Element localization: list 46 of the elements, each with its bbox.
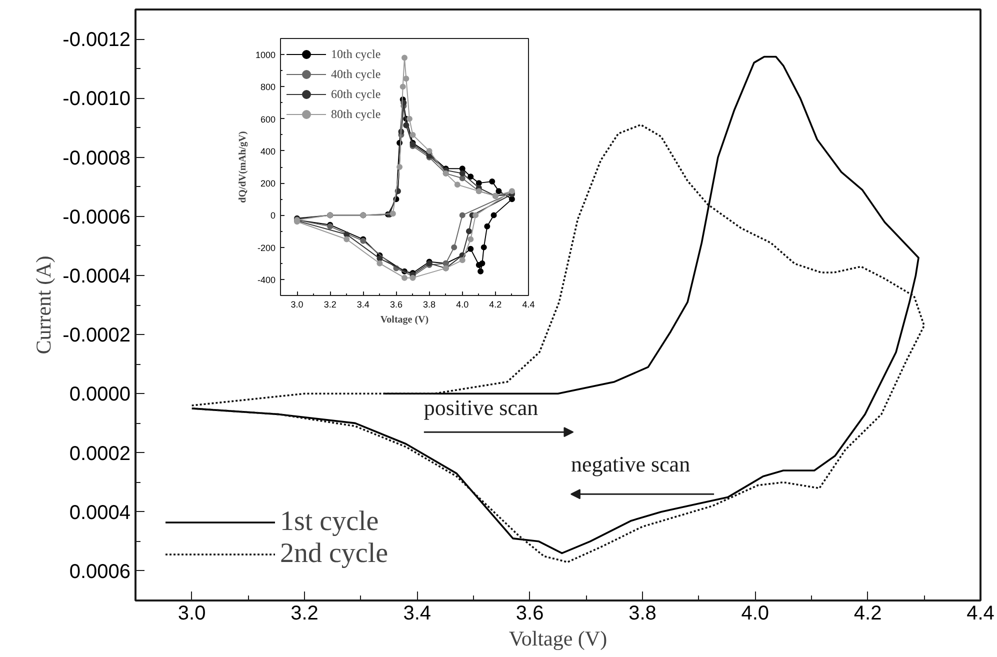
y-axis-title: Current (A) [32,256,56,354]
legend-label: 1st cycle [280,506,379,538]
y-tick-label: 1000 [255,50,276,60]
x-tick-label: 4.2 [489,300,502,310]
y-tick-label: -0.0012 [62,29,131,52]
x-tick-label: 3.2 [290,602,318,624]
x-tick-label: 3.8 [423,300,436,310]
x-tick-label: 3.4 [356,300,370,310]
y-tick-label: -0.0004 [62,265,131,288]
legend-label: 2nd cycle [280,538,388,570]
y-tick-label: 400 [260,146,276,156]
x-tick-label: 3.6 [516,602,544,624]
x-axis-title: Voltage (V) [380,314,429,326]
x-tick-label: 3.8 [628,602,656,624]
legend-label: 80th cycle [331,106,381,122]
legend-label: 60th cycle [331,86,381,102]
y-tick-label: 0.0002 [69,442,130,465]
x-tick-label: 4.0 [741,602,770,624]
x-tick-label: 3.6 [390,300,402,310]
y-tick-label: -400 [257,274,276,285]
y-tick-label: -0.0002 [62,324,131,347]
x-tick-label: 3.2 [324,300,336,310]
x-tick-label: 4.4 [966,602,994,624]
y-axis-title: dQ/dV(mAh/gV) [237,131,248,203]
y-tick-label: 600 [260,114,276,124]
annotation: positive scan [424,395,538,420]
x-tick-label: 3.4 [403,602,432,624]
y-tick-label: -0.0008 [62,147,131,170]
x-tick-label: 3.0 [290,300,304,310]
y-tick-label: 0.0004 [69,502,130,524]
y-tick-label: -0.0006 [62,206,131,228]
legend-label: 40th cycle [331,66,381,82]
x-tick-label: 4.4 [522,300,535,310]
y-tick-label: -0.0010 [62,88,131,110]
y-tick-label: 200 [260,178,276,189]
x-tick-label: 4.2 [854,602,882,624]
y-tick-label: 0.0006 [69,560,130,583]
y-tick-label: -200 [257,242,276,253]
x-axis-title: Voltage (V) [508,626,608,650]
x-tick-label: 4.0 [456,300,469,310]
legend-label: 10th cycle [331,46,381,62]
annotation: negative scan [570,451,690,476]
y-tick-label: 0.0000 [69,384,130,406]
x-tick-label: 3.0 [178,602,206,624]
y-tick-label: 0 [270,210,276,221]
y-tick-label: 800 [260,82,276,92]
